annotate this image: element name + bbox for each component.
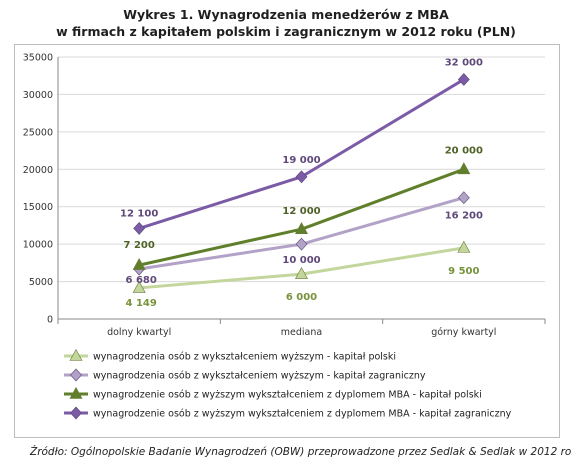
y-tick-label: 15000 — [23, 202, 53, 213]
data-point — [295, 170, 308, 184]
data-label: 16 200 — [445, 211, 483, 222]
chart-frame — [14, 44, 560, 438]
chart-title-line-1: Wykres 1. Wynagrodzenia menedżerów z MBA — [123, 7, 449, 22]
y-tick-label: 20000 — [23, 165, 53, 176]
y-tick-label: 10000 — [23, 240, 53, 251]
data-label: 7 200 — [124, 240, 155, 251]
data-point — [294, 222, 309, 234]
legend-label: wynagrodzenia osób z wykształceniem wyżs… — [93, 371, 426, 382]
data-label: 6 680 — [126, 275, 157, 286]
legend-label: wynagrodzenie osób z wyższym wykształcen… — [93, 390, 482, 401]
y-tick-label: 30000 — [23, 90, 53, 101]
data-point — [457, 162, 471, 175]
data-label: 19 000 — [282, 155, 320, 166]
y-tick-label: 25000 — [23, 127, 53, 138]
data-point — [457, 240, 471, 253]
y-tick-label: 35000 — [23, 53, 53, 64]
data-point — [133, 221, 146, 235]
x-tick-label: mediana — [281, 327, 322, 338]
data-point — [457, 73, 470, 86]
data-point — [294, 266, 309, 279]
legend-swatch-marker — [69, 348, 83, 361]
data-label: 20 000 — [445, 145, 483, 156]
source-note: Źródło: Ogólnopolskie Badanie Wynagrodze… — [30, 446, 572, 458]
data-point — [132, 280, 146, 293]
data-point — [457, 191, 470, 205]
data-label: 32 000 — [445, 57, 483, 68]
y-tick-label: 0 — [47, 315, 53, 326]
chart-title: Wykres 1. Wynagrodzenia menedżerów z MBA… — [0, 6, 572, 40]
y-tick-label: 5000 — [29, 277, 53, 288]
legend-label: wynagrodzenie osób z wyższym wykształcen… — [93, 409, 512, 420]
legend-swatch-marker — [70, 368, 82, 382]
data-label: 6 000 — [286, 292, 317, 303]
data-label: 4 149 — [126, 298, 157, 309]
data-label: 9 500 — [448, 266, 479, 277]
data-point — [295, 237, 308, 251]
data-label: 12 100 — [120, 208, 158, 219]
x-tick-label: dolny kwartyl — [107, 327, 171, 338]
series-line — [138, 167, 465, 267]
legend-swatch-marker — [70, 406, 82, 420]
data-label: 12 000 — [282, 206, 320, 217]
data-point — [132, 257, 146, 270]
chart-title-line-2: w firmach z kapitałem polskim i zagranic… — [56, 24, 516, 39]
data-label: 10 000 — [282, 255, 320, 266]
legend-label: wynagrodzenia osób z wykształceniem wyżs… — [93, 352, 396, 363]
x-tick-label: górny kwartyl — [431, 327, 496, 338]
legend-swatch-marker — [69, 386, 83, 399]
